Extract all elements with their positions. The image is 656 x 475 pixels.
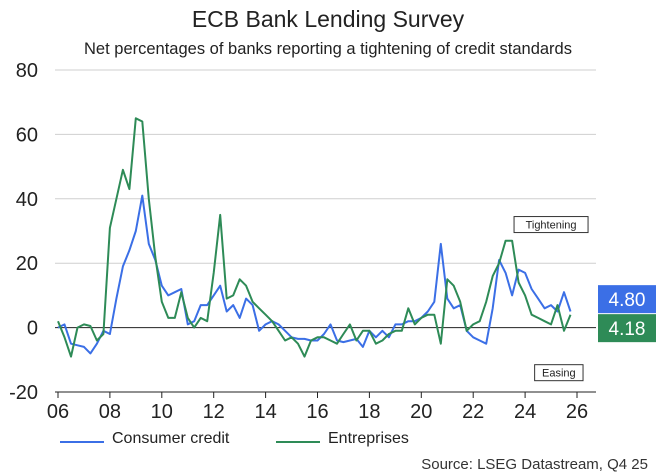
x-tick-label: 26 — [566, 401, 588, 423]
annotation-box — [513, 216, 589, 234]
x-tick-label: 08 — [99, 401, 121, 423]
series-line-entreprises — [57, 117, 572, 358]
end-label-box — [598, 285, 656, 314]
x-tick-label: 22 — [462, 401, 484, 423]
series-line-consumer-credit — [57, 194, 572, 355]
legend-label-consumer-credit: Consumer credit — [112, 430, 230, 447]
legend-swatch-consumer-credit — [60, 441, 104, 443]
x-tick-label: 20 — [410, 401, 432, 423]
y-tick-label: -20 — [9, 382, 38, 404]
chart-subtitle: Net percentages of banks reporting a tig… — [84, 40, 572, 58]
y-tick-label: 20 — [16, 253, 38, 275]
end-label-consumer-credit: 4.80 — [598, 285, 656, 314]
x-tick-label: 18 — [358, 401, 380, 423]
y-tick-label: 40 — [16, 189, 38, 211]
end-label-entreprises: 4.18 — [598, 314, 656, 343]
chart-title: ECB Bank Lending Survey — [191, 6, 465, 32]
legend-swatch-entreprises — [276, 441, 320, 443]
annotation-text: Easing — [542, 368, 576, 380]
series-lines — [57, 117, 572, 358]
y-tick-label: 80 — [16, 60, 38, 82]
x-tick-label: 14 — [254, 401, 276, 423]
x-tick-label: 10 — [151, 401, 173, 423]
annotation-tightening: Tightening — [513, 216, 589, 234]
y-tick-label: 60 — [16, 124, 38, 146]
x-tick-label: 24 — [514, 401, 536, 423]
end-label-box — [598, 314, 656, 343]
end-label-text: 4.80 — [609, 290, 646, 311]
end-label-text: 4.18 — [609, 319, 646, 340]
end-labels: 4.80 4.18 — [598, 285, 656, 343]
annotation-box — [534, 364, 584, 382]
x-tick-label: 16 — [306, 401, 328, 423]
y-tick-label: 0 — [27, 318, 38, 340]
annotations: Tightening Easing — [513, 216, 589, 382]
source-note: Source: LSEG Datastream, Q4 25 — [421, 456, 648, 473]
x-tick-label: 06 — [47, 401, 69, 423]
legend-label-entreprises: Entreprises — [328, 430, 409, 447]
annotation-text: Tightening — [526, 220, 577, 232]
x-tick-label: 12 — [203, 401, 225, 423]
x-axis: 06 08 10 12 14 16 18 20 22 24 26 — [47, 391, 596, 423]
y-axis-ticks: -20 0 20 40 60 80 — [9, 60, 38, 404]
annotation-easing: Easing — [534, 364, 584, 382]
